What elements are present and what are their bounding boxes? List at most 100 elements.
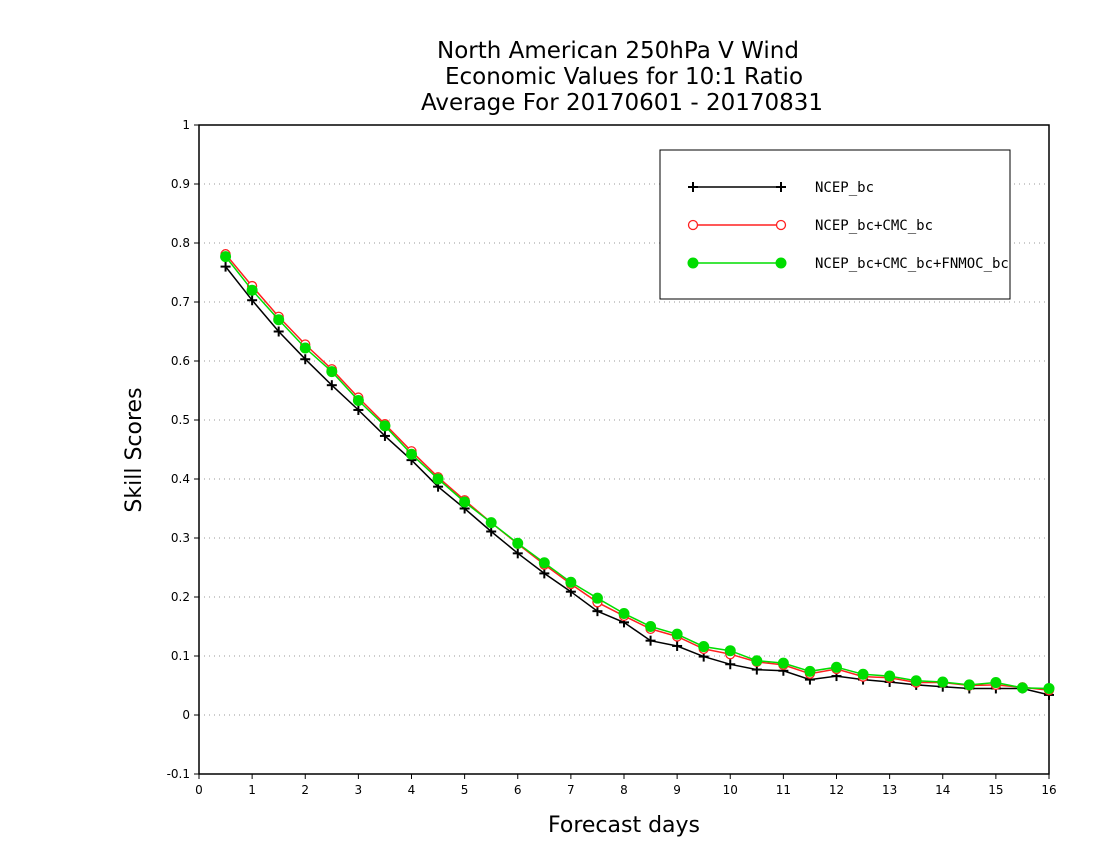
- plot-series: [220, 249, 1055, 700]
- legend-entry: NCEP_bc: [688, 180, 874, 196]
- data-point: [565, 576, 577, 588]
- data-point: [910, 675, 922, 687]
- y-tick-label: 0.7: [171, 295, 190, 309]
- data-point: [645, 635, 656, 646]
- data-point: [353, 404, 364, 415]
- x-tick-label: 15: [988, 783, 1003, 797]
- series-ncep-bc: [220, 261, 1054, 700]
- data-point: [326, 380, 337, 391]
- data-point: [406, 448, 417, 460]
- y-tick-label: 0.8: [171, 236, 190, 250]
- data-point: [379, 420, 391, 432]
- x-tick-label: 8: [620, 783, 628, 797]
- title-line-1: North American 250hPa V Wind: [437, 38, 799, 64]
- data-point: [804, 665, 816, 677]
- legend-marker: [776, 182, 786, 192]
- plot-frame: [198, 124, 1050, 775]
- data-point: [618, 608, 630, 620]
- x-tick-label: 9: [673, 783, 681, 797]
- title-line-3: Average For 20170601 - 20170831: [421, 90, 823, 116]
- data-point: [645, 621, 657, 632]
- y-tick-label: -0.1: [167, 767, 190, 781]
- data-point: [990, 677, 1002, 689]
- data-point: [247, 295, 258, 306]
- data-point: [300, 354, 311, 365]
- x-tick-label: 6: [514, 783, 522, 797]
- series-ncep-bc-cmc-bc: [220, 249, 1055, 696]
- legend-entry: NCEP_bc+CMC_bc+FNMOC_bc: [687, 256, 1009, 272]
- data-point: [1043, 682, 1055, 694]
- data-point: [591, 592, 603, 604]
- legend: NCEP_bc NCEP_bc+CMC_bc NCEP_bc+CMC_bc+FNMO…: [659, 149, 1011, 300]
- series-line: [225, 253, 1050, 691]
- legend-marker: [775, 219, 787, 231]
- data-point: [352, 395, 364, 407]
- data-point: [857, 668, 869, 680]
- data-point: [485, 517, 497, 529]
- y-tick-label: 0.9: [171, 177, 190, 191]
- y-tick-label: 0.6: [171, 354, 190, 368]
- data-point: [486, 526, 497, 537]
- x-tick-label: 14: [935, 783, 950, 797]
- legend-label: NCEP_bc+CMC_bc+FNMOC_bc: [815, 256, 1009, 272]
- legend-label: NCEP_bc: [815, 180, 874, 196]
- data-point: [884, 670, 896, 682]
- title-line-2: Economic Values for 10:1 Ratio: [445, 64, 803, 90]
- x-tick-label: 10: [723, 783, 738, 797]
- data-point: [538, 557, 550, 569]
- data-point: [273, 326, 284, 337]
- x-tick-label: 0: [195, 783, 203, 797]
- gridlines: [199, 183, 1049, 716]
- data-point: [512, 537, 524, 549]
- data-point: [725, 659, 736, 670]
- x-tick-label: 7: [567, 783, 575, 797]
- x-tick-label: 16: [1041, 783, 1056, 797]
- legend-marker: [775, 257, 787, 269]
- y-tick-label: 1: [182, 118, 190, 132]
- data-point: [246, 284, 258, 296]
- y-tick-label: 0.2: [171, 590, 190, 604]
- y-tick-label: 0: [182, 708, 190, 722]
- series-line: [225, 256, 1050, 690]
- data-point: [379, 430, 390, 441]
- legend-marker: [687, 257, 699, 269]
- data-point: [326, 366, 338, 378]
- x-tick-label: 5: [461, 783, 469, 797]
- data-point: [751, 655, 763, 667]
- data-point: [937, 676, 949, 688]
- data-point: [273, 314, 285, 326]
- x-tick-label: 3: [355, 783, 363, 797]
- series-line: [225, 266, 1050, 696]
- legend-entries: NCEP_bc NCEP_bc+CMC_bc NCEP_bc+CMC_bc+FNMO…: [687, 180, 1009, 272]
- legend-marker: [687, 219, 699, 231]
- data-point: [724, 645, 736, 657]
- data-point: [672, 640, 683, 651]
- y-tick-label: 0.3: [171, 531, 190, 545]
- legend-marker: [688, 182, 698, 192]
- data-point: [592, 606, 603, 617]
- x-tick-label: 13: [882, 783, 897, 797]
- series-ncep-bc-cmc-bc-fnmoc-bc: [220, 251, 1055, 694]
- x-axis-title: Forecast days: [548, 813, 700, 838]
- y-tick-label: 0.4: [171, 472, 190, 486]
- y-tick-label: 0.1: [171, 649, 190, 663]
- data-point: [777, 657, 789, 669]
- data-point: [1016, 682, 1028, 694]
- y-tick-label: 0.5: [171, 413, 190, 427]
- legend-entry: NCEP_bc+CMC_bc: [687, 218, 933, 234]
- data-point: [671, 628, 683, 640]
- data-point: [831, 661, 842, 673]
- x-tick-label: 4: [408, 783, 416, 797]
- chart-title: North American 250hPa V Wind Economic Va…: [421, 38, 823, 116]
- x-tick-label: 11: [776, 783, 791, 797]
- x-tick-label: 12: [829, 783, 844, 797]
- data-point: [220, 261, 231, 272]
- x-tick-label: 2: [301, 783, 309, 797]
- data-point: [698, 641, 710, 653]
- x-tick-label: 1: [248, 783, 256, 797]
- data-point: [220, 251, 232, 263]
- data-point: [512, 548, 523, 559]
- legend-label: NCEP_bc+CMC_bc: [815, 218, 933, 234]
- data-point: [539, 568, 550, 579]
